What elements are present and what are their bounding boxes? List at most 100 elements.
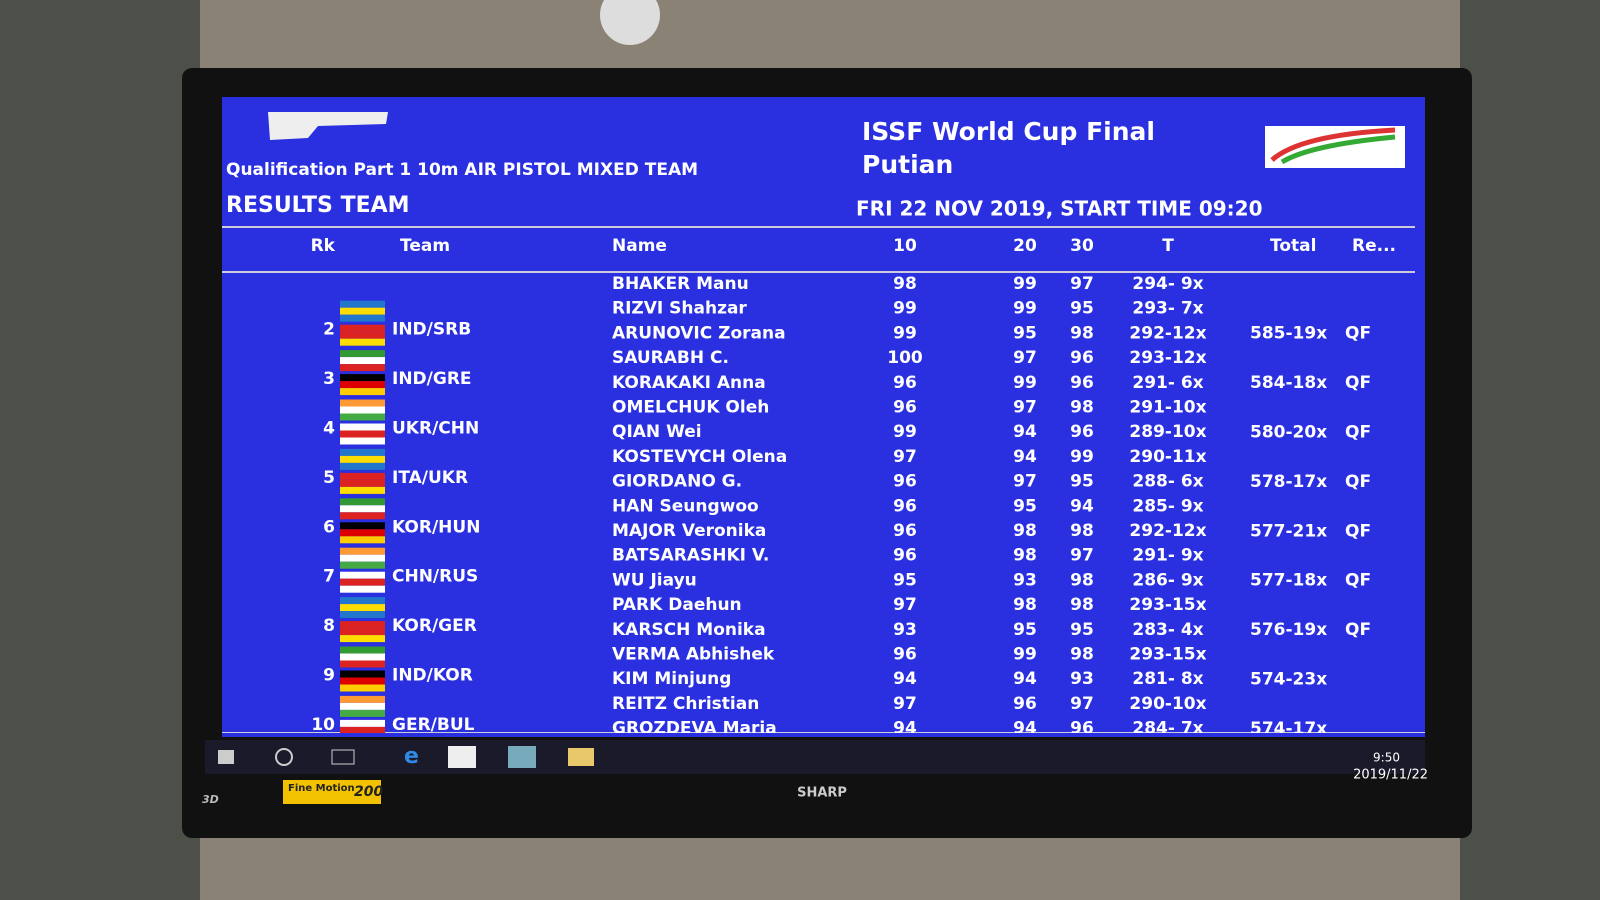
remark: QF [1345, 620, 1371, 640]
score: 97 [893, 595, 917, 615]
athlete-name: VERMA Abhishek [612, 645, 775, 665]
team: GER/BUL [392, 715, 475, 735]
athlete-name: REITZ Christian [612, 694, 759, 714]
total: 574-23x [1250, 670, 1327, 690]
score: 95 [1013, 496, 1037, 516]
pistol-icon [268, 112, 388, 140]
athlete-name: BATSARASHKI V. [612, 546, 769, 566]
score: 97 [1013, 472, 1037, 492]
flag [340, 486, 385, 494]
athlete-name: KIM Minjung [612, 669, 731, 689]
team: ITA/UKR [392, 468, 468, 488]
score: 96 [893, 373, 917, 393]
flag [340, 388, 385, 396]
edge-icon[interactable]: e [404, 744, 419, 769]
score: 292-12x [1129, 521, 1206, 541]
score: 96 [1070, 348, 1094, 368]
flag [340, 300, 385, 308]
score: 99 [893, 323, 917, 343]
team: IND/SRB [392, 320, 471, 340]
flag [340, 571, 385, 579]
score: 97 [1013, 348, 1037, 368]
score: 98 [1013, 521, 1037, 541]
remark: QF [1345, 472, 1371, 492]
athlete-name: OMELCHUK Oleh [612, 398, 769, 418]
screen-content: Qualification Part 1 10m AIR PISTOL MIXE… [222, 112, 1425, 739]
score: 94 [1013, 447, 1037, 467]
event-title: Qualification Part 1 10m AIR PISTOL MIXE… [226, 160, 698, 180]
flag [340, 621, 385, 629]
flag [340, 726, 385, 733]
team: IND/GRE [392, 369, 472, 389]
score: 99 [1013, 373, 1037, 393]
total: 574-17x [1250, 719, 1327, 739]
score: 98 [1070, 645, 1094, 665]
start-button[interactable] [218, 750, 234, 764]
column-header: 30 [1070, 236, 1094, 256]
score: 98 [893, 274, 917, 294]
score: 97 [893, 694, 917, 714]
flag [340, 578, 385, 586]
logo-swoosh [1280, 134, 1396, 165]
score: 291-10x [1129, 398, 1206, 418]
brand: SHARP [797, 786, 847, 801]
app-icon[interactable] [448, 746, 476, 768]
flag [340, 547, 385, 555]
folder-icon[interactable] [568, 748, 594, 766]
score: 94 [1070, 496, 1094, 516]
clock-date: 2019/11/22 [1353, 768, 1428, 783]
column-header: Rk [311, 236, 336, 256]
rank: 3 [323, 369, 335, 389]
title: Putian [862, 150, 953, 179]
logo-swoosh [1270, 127, 1396, 162]
taskbar [205, 740, 1425, 774]
flag [340, 314, 385, 322]
score: 286- 9x [1132, 570, 1203, 590]
team: UKR/CHN [392, 419, 479, 439]
athlete-name: QIAN Wei [612, 422, 702, 442]
mode-label: 3D [202, 793, 219, 806]
flag [340, 628, 385, 636]
remark: QF [1345, 571, 1371, 591]
flag [340, 695, 385, 703]
score: 93 [1013, 570, 1037, 590]
score: 95 [1013, 323, 1037, 343]
score: 98 [1070, 323, 1094, 343]
score: 289-10x [1129, 422, 1206, 442]
task-view[interactable] [331, 749, 355, 765]
flag [340, 529, 385, 537]
column-header: Re... [1352, 236, 1396, 256]
total: 577-18x [1250, 571, 1327, 591]
score: 98 [1013, 595, 1037, 615]
flag [340, 505, 385, 513]
search-button[interactable] [275, 748, 293, 766]
flag [340, 437, 385, 445]
flag [340, 604, 385, 612]
app-icon[interactable] [508, 746, 536, 768]
remark: QF [1345, 373, 1371, 393]
flag [340, 324, 385, 332]
score: 293- 7x [1132, 299, 1203, 319]
flag [340, 512, 385, 520]
athlete-name: GROZDEVA Maria [612, 719, 777, 739]
score: 99 [893, 422, 917, 442]
total: 576-19x [1250, 620, 1327, 640]
score: 94 [1013, 669, 1037, 689]
sticker-number: 200 [354, 784, 383, 800]
flag [340, 670, 385, 678]
athlete-name: KARSCH Monika [612, 620, 766, 640]
flag [340, 561, 385, 569]
score: 99 [1013, 645, 1037, 665]
flag [340, 357, 385, 365]
total: 580-20x [1250, 423, 1327, 443]
score: 283- 4x [1132, 620, 1203, 640]
flag [340, 522, 385, 530]
flag [340, 338, 385, 346]
score: 95 [1070, 620, 1094, 640]
section-title: RESULTS TEAM [226, 193, 410, 218]
score: 285- 9x [1132, 496, 1203, 516]
wall-pillar [1460, 0, 1600, 900]
flag [340, 646, 385, 654]
flag [340, 455, 385, 463]
flag [340, 307, 385, 315]
